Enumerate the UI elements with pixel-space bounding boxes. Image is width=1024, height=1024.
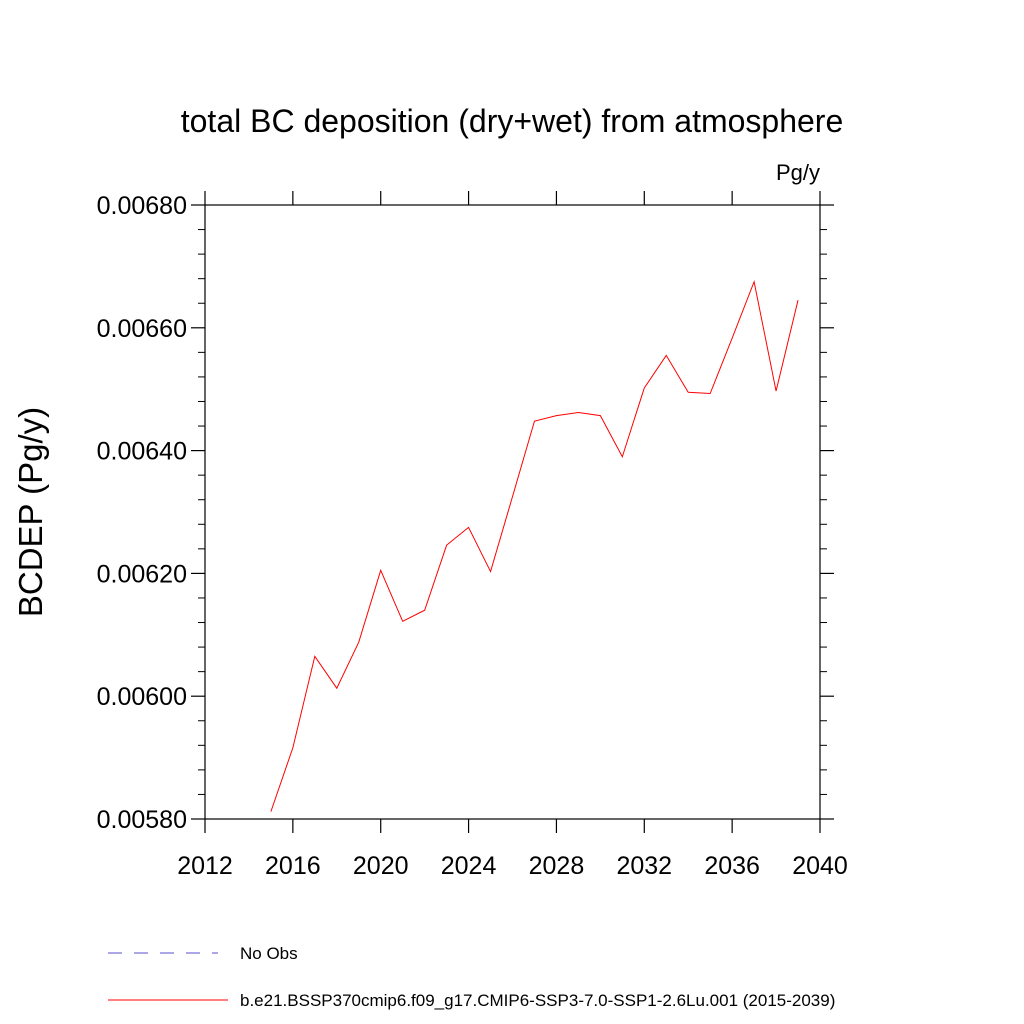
y-tick-label: 0.00660 — [97, 315, 187, 343]
x-tick-label: 2024 — [441, 852, 497, 880]
axis-ticks — [191, 191, 834, 833]
y-tick-label: 0.00640 — [97, 438, 187, 466]
x-tick-label: 2036 — [704, 852, 760, 880]
y-tick-label: 0.00600 — [97, 683, 187, 711]
y-tick-label: 0.00620 — [97, 560, 187, 588]
x-tick-label: 2016 — [265, 852, 321, 880]
x-tick-label: 2012 — [177, 852, 233, 880]
plot-frame — [204, 204, 821, 820]
y-axis-label: BCDEP (Pg/y) — [12, 407, 49, 617]
x-tick-label: 2020 — [353, 852, 409, 880]
x-tick-labels: 2012 2016 2020 2024 2028 2032 2036 2040 — [177, 852, 848, 880]
chart-title: total BC deposition (dry+wet) from atmos… — [181, 103, 844, 139]
y-tick-label: 0.00680 — [97, 192, 187, 220]
legend-label-series: b.e21.BSSP370cmip6.f09_g17.CMIP6-SSP3-7.… — [240, 991, 835, 1010]
legend: No Obs b.e21.BSSP370cmip6.f09_g17.CMIP6-… — [108, 944, 835, 1010]
legend-label-no-obs: No Obs — [240, 944, 298, 963]
x-tick-label: 2040 — [792, 852, 848, 880]
x-tick-label: 2032 — [616, 852, 672, 880]
y-tick-labels: 0.00580 0.00600 0.00620 0.00640 0.00660 0.006… — [97, 192, 187, 834]
series-line — [270, 279, 799, 812]
x-tick-label: 2028 — [529, 852, 585, 880]
units-label: Pg/y — [776, 160, 820, 185]
series-layer — [270, 279, 799, 812]
y-tick-label: 0.00580 — [97, 806, 187, 834]
